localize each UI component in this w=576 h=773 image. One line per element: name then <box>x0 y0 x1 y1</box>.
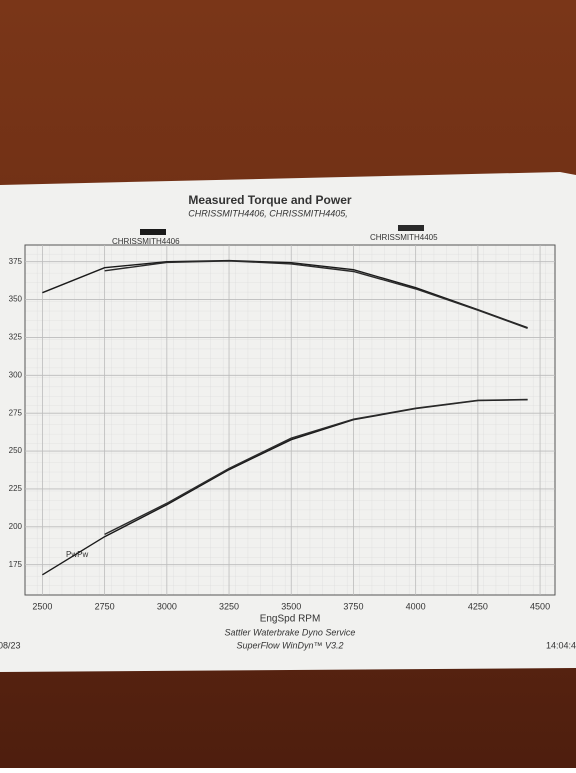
legend-label: CHRISSMITH4406 <box>112 237 180 246</box>
y-tick-label: 275 <box>9 408 23 417</box>
plot-area <box>24 244 556 596</box>
y-tick-label: 350 <box>9 295 23 304</box>
legend-swatch <box>398 225 424 231</box>
chart-subtitle: CHRISSMITH4406, CHRISSMITH4405, <box>188 208 348 218</box>
x-tick-label: 2500 <box>32 601 52 611</box>
legend-label: CHRISSMITH4405 <box>370 233 438 242</box>
y-tick-label: 325 <box>9 333 23 342</box>
footer-line: Sattler Waterbrake Dyno Service <box>225 627 356 637</box>
print-time: 14:04:4 <box>546 640 576 650</box>
torque-line <box>104 260 528 329</box>
legend-swatch <box>140 229 166 235</box>
x-tick-label: 3250 <box>219 601 239 611</box>
x-tick-label: 2750 <box>95 601 115 611</box>
x-tick-label: 3000 <box>157 601 177 611</box>
x-tick-label: 4250 <box>468 601 488 611</box>
chart-title: Measured Torque and Power <box>188 193 351 207</box>
y-tick-label: 225 <box>9 484 23 493</box>
footer-line: SuperFlow WinDyn™ V3.2 <box>237 640 344 650</box>
print-date: 08/23 <box>0 640 21 650</box>
y-tick-label: 375 <box>9 257 23 266</box>
curve-label: PwPw <box>66 550 88 559</box>
y-tick-label: 300 <box>9 370 23 379</box>
y-tick-label: 175 <box>9 560 23 569</box>
y-tick-label: 250 <box>9 446 23 455</box>
x-tick-label: 4000 <box>406 601 426 611</box>
x-tick-label: 4500 <box>530 601 550 611</box>
x-axis-label: EngSpd RPM <box>260 614 321 625</box>
x-tick-label: 3500 <box>281 601 301 611</box>
x-tick-label: 3750 <box>343 601 363 611</box>
y-tick-label: 200 <box>9 522 23 531</box>
power-line <box>104 398 528 536</box>
